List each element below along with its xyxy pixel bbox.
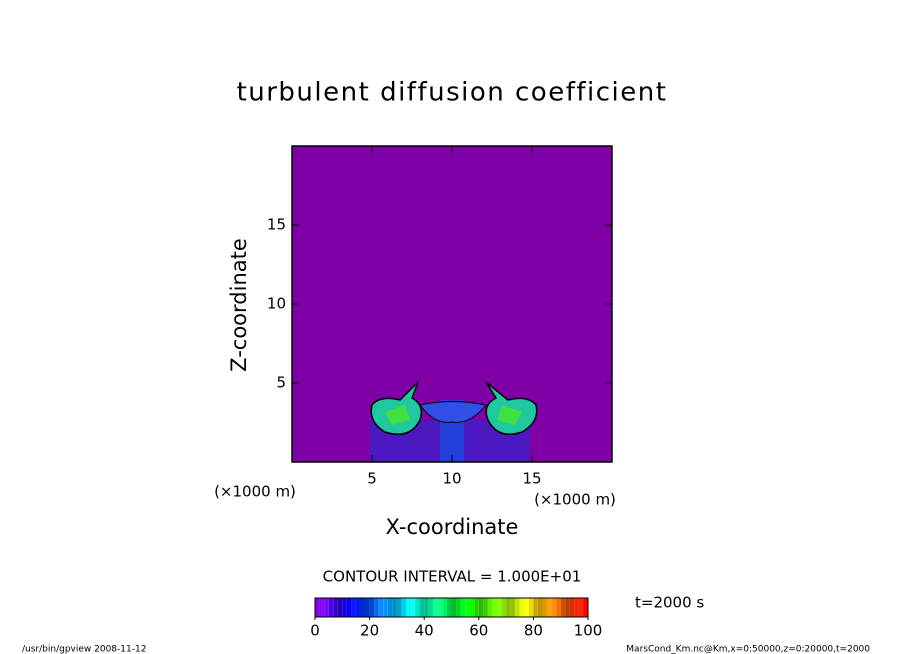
- colorbar-stripe: [497, 598, 502, 617]
- colorbar-stripe: [328, 598, 334, 617]
- x-tick-label: 5: [367, 470, 377, 488]
- y-unit-label: (×1000 m): [534, 491, 616, 509]
- colorbar-tick-label: 60: [469, 622, 488, 640]
- colorbar-stripe: [337, 598, 343, 617]
- plume: [370, 381, 538, 462]
- colorbar-stripe: [460, 598, 466, 617]
- x-axis-label: X-coordinate: [386, 515, 519, 539]
- colorbar-stripe: [369, 598, 375, 617]
- colorbar-stripe: [519, 598, 525, 617]
- colorbar-stripe: [424, 598, 429, 617]
- colorbar-stripe: [578, 598, 584, 617]
- colorbar-stripe: [456, 598, 461, 617]
- colorbar-tick-label: 100: [574, 622, 603, 640]
- colorbar-stripe: [542, 598, 548, 617]
- time-label: t=2000 s: [635, 594, 704, 612]
- colorbar-tick-label: 0: [310, 622, 320, 640]
- colorbar-stripe: [396, 598, 402, 617]
- colorbar-stripe: [501, 598, 507, 617]
- colorbar-stripe: [556, 598, 561, 617]
- colorbar-stripe: [569, 598, 575, 617]
- colorbar-stripe: [492, 598, 497, 617]
- colorbar-stripe: [415, 598, 420, 617]
- colorbar-stripe: [360, 598, 366, 617]
- colorbar-tick-label: 80: [524, 622, 543, 640]
- colorbar-stripe: [406, 598, 411, 617]
- colorbar-stripe: [342, 598, 347, 617]
- colorbar-tick-label: 20: [360, 622, 379, 640]
- colorbar-stripe: [378, 598, 384, 617]
- y-axis-label: Z-coordinate: [227, 238, 251, 372]
- colorbar-stripe: [333, 598, 338, 617]
- axes: 5 10 15 5 10 15: [267, 145, 613, 488]
- colorbar-stripe: [419, 598, 425, 617]
- colorbar-stripe: [374, 598, 379, 617]
- colorbar-stripe: [446, 598, 452, 617]
- colorbar-stripe: [547, 598, 552, 617]
- colorbar-stripe: [428, 598, 434, 617]
- contour-interval: CONTOUR INTERVAL = 1.000E+01: [323, 568, 582, 586]
- colorbar-stripe: [583, 598, 588, 617]
- colorbar-stripe: [574, 598, 579, 617]
- x-tick-label: 15: [522, 470, 541, 488]
- colorbar-stripe: [383, 598, 388, 617]
- plume-right: [485, 381, 538, 435]
- x-tick-label: 10: [442, 470, 461, 488]
- colorbar-stripe: [560, 598, 566, 617]
- colorbar-stripe: [401, 598, 406, 617]
- colorbar-stripe: [524, 598, 529, 617]
- colorbar-stripe: [387, 598, 393, 617]
- colorbar-stripe: [442, 598, 447, 617]
- colorbar-stripe: [528, 598, 534, 617]
- colorbar-stripe: [319, 598, 325, 617]
- colorbar-stripe: [410, 598, 416, 617]
- colorbar-stripe: [537, 598, 543, 617]
- y-tick-label: 10: [267, 295, 286, 313]
- colorbar-stripe: [465, 598, 470, 617]
- colorbar-stripe: [478, 598, 484, 617]
- plume-right-core: [497, 405, 522, 425]
- colorbar-stripe: [351, 598, 356, 617]
- colorbar-stripe: [392, 598, 397, 617]
- colorbar: 0 20 40 60 80 100: [310, 597, 603, 640]
- colorbar-tick-label: 40: [415, 622, 434, 640]
- colorbar-stripe: [469, 598, 475, 617]
- colorbar-stripe: [437, 598, 443, 617]
- colorbar-stripe: [510, 598, 516, 617]
- plume-center: [419, 401, 487, 423]
- footer-right: MarsCond_Km.nc@Km,x=0:50000,z=0:20000,t=…: [626, 645, 870, 654]
- colorbar-stripe: [365, 598, 370, 617]
- y-tick-label: 15: [267, 216, 286, 234]
- footer-left: /usr/bin/gpview 2008-11-12: [22, 645, 146, 654]
- colorbar-stripe: [355, 598, 361, 617]
- colorbar-stripe: [515, 598, 520, 617]
- colorbar-stripe: [324, 598, 329, 617]
- colorbar-stripe: [565, 598, 570, 617]
- colorbar-stripe: [315, 598, 320, 617]
- colorbar-stripe: [483, 598, 488, 617]
- colorbar-stripe: [533, 598, 538, 617]
- y-tick-label: 5: [276, 374, 286, 392]
- colorbar-stripe: [487, 598, 493, 617]
- chart-title: turbulent diffusion coefficient: [237, 78, 668, 108]
- colorbar-stripe: [551, 598, 557, 617]
- x-unit-label: (×1000 m): [214, 483, 296, 501]
- colorbar-stripe: [506, 598, 511, 617]
- colorbar-stripe: [346, 598, 352, 617]
- colorbar-frame: [314, 597, 589, 618]
- plume-left-core: [385, 405, 410, 425]
- colorbar-stripe: [451, 598, 457, 617]
- colorbar-stripe: [433, 598, 438, 617]
- colorbar-stripe: [474, 598, 479, 617]
